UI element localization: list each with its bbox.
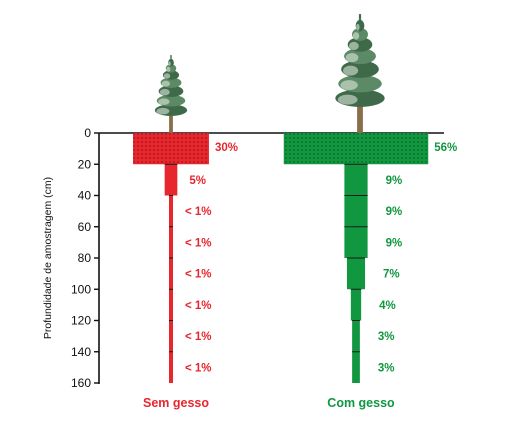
y-tick-label: 0 (84, 126, 91, 140)
bar (344, 195, 368, 227)
data-label: 5% (189, 175, 206, 187)
bars (133, 133, 429, 383)
labels: 30% 5% < 1% < 1% < 1% < 1% < 1% < 1% Sem gesso 56… (143, 142, 457, 410)
data-label: 9% (386, 206, 403, 218)
bar (346, 258, 366, 290)
tree-highlight (159, 88, 170, 96)
data-label: < 1% (185, 331, 212, 343)
data-label: 4% (379, 300, 396, 312)
bar (133, 133, 209, 165)
bar (164, 164, 178, 196)
tree-highlight (337, 94, 358, 105)
bar (169, 258, 173, 290)
tree-highlight (343, 65, 359, 76)
tree-highlight (340, 80, 358, 91)
data-label: < 1% (185, 206, 212, 218)
trees (154, 14, 385, 133)
data-label: < 1% (185, 362, 212, 374)
tree-highlight (345, 53, 359, 63)
bar (169, 320, 173, 352)
data-label: 7% (383, 269, 400, 281)
bar (352, 351, 360, 383)
data-label: 3% (378, 362, 395, 374)
y-axis-title: Profundidade de amostragem (cm) (42, 177, 54, 339)
y-tick-label: 40 (78, 189, 92, 203)
bar (352, 320, 360, 352)
data-label: 30% (215, 142, 238, 154)
series-com-gesso (283, 133, 429, 383)
tree-highlight (163, 73, 171, 79)
bar (283, 133, 429, 165)
bar (169, 351, 173, 383)
data-label: < 1% (185, 237, 212, 249)
tree-highlight (356, 23, 360, 31)
tree-highlight (156, 107, 170, 115)
bar (344, 164, 368, 196)
bar (169, 226, 173, 258)
data-label: 56% (434, 142, 457, 154)
data-label: < 1% (185, 300, 212, 312)
pine-tree-icon-small (154, 55, 188, 133)
data-label: < 1% (185, 269, 212, 281)
data-label: 9% (386, 237, 403, 249)
series-label: Sem gesso (143, 396, 209, 410)
tree-highlight (352, 32, 360, 40)
series-label: Com gesso (327, 396, 395, 410)
tree-highlight (158, 98, 170, 105)
data-label: 3% (378, 331, 395, 343)
series-sem-gesso (133, 133, 209, 383)
bar (169, 289, 173, 321)
y-tick-label: 140 (71, 345, 91, 359)
tree-highlight (161, 80, 170, 87)
y-tick-label: 60 (78, 220, 92, 234)
bar (350, 289, 362, 321)
tree-highlight (168, 61, 171, 66)
tree-highlight (348, 41, 359, 51)
data-label: 9% (386, 175, 403, 187)
y-tick-label: 80 (78, 251, 92, 265)
y-tick-label: 120 (71, 314, 91, 328)
tree-highlight (166, 66, 171, 72)
bar (344, 226, 368, 258)
y-axis: 0 20 40 60 80 100 120 140 160 Profundidade de amo… (42, 126, 444, 390)
y-tick-label: 160 (71, 376, 91, 390)
bar (169, 195, 173, 227)
y-tick-label: 100 (71, 282, 91, 296)
pine-tree-icon-large (335, 14, 385, 133)
y-tick-label: 20 (78, 157, 92, 171)
